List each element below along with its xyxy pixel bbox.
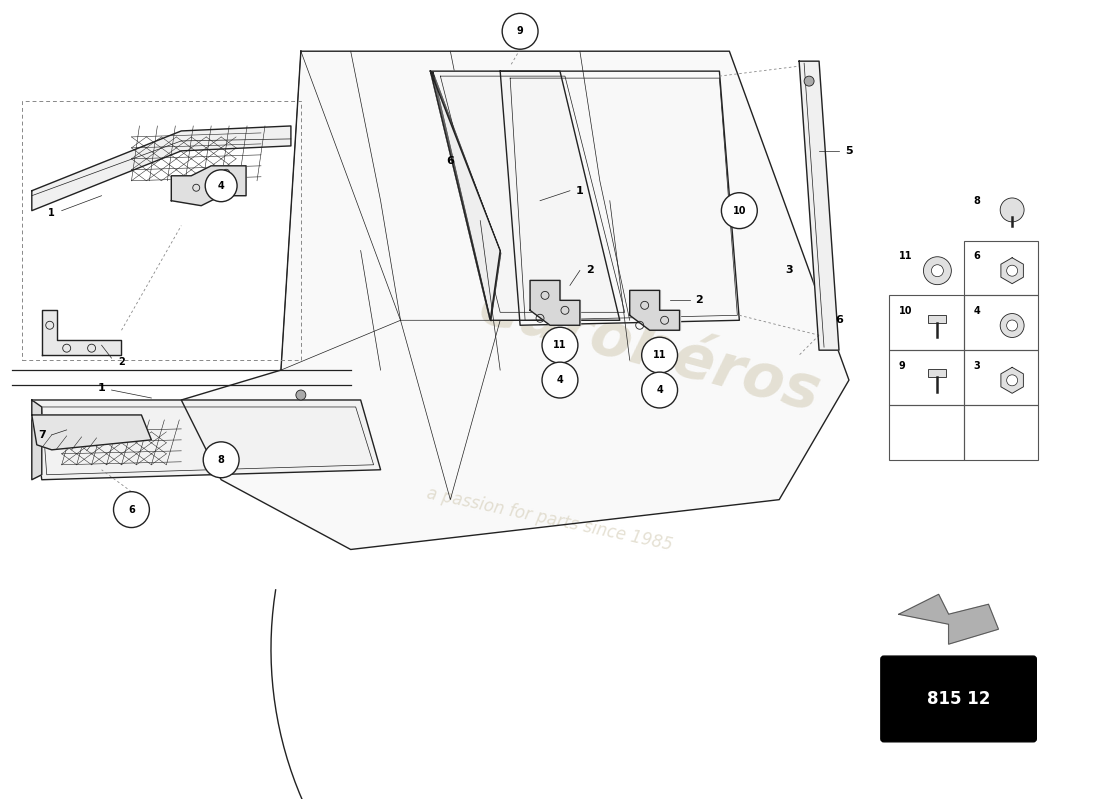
Bar <box>964 295 1038 350</box>
Polygon shape <box>799 61 839 350</box>
Circle shape <box>1006 266 1018 276</box>
Bar <box>928 314 946 322</box>
Text: 10: 10 <box>733 206 746 216</box>
Polygon shape <box>172 166 246 206</box>
Text: 4: 4 <box>557 375 563 385</box>
Polygon shape <box>32 400 42 480</box>
Text: a passion for parts since 1985: a passion for parts since 1985 <box>426 485 674 554</box>
Text: 1: 1 <box>576 186 584 196</box>
Circle shape <box>1006 320 1018 331</box>
Polygon shape <box>899 594 999 644</box>
Text: 11: 11 <box>899 251 912 261</box>
Polygon shape <box>1001 367 1023 394</box>
Circle shape <box>1000 314 1024 338</box>
Text: 9: 9 <box>517 26 524 36</box>
Polygon shape <box>32 126 290 210</box>
Text: 1: 1 <box>98 383 106 393</box>
Polygon shape <box>430 71 619 320</box>
Text: 815 12: 815 12 <box>927 690 990 708</box>
Circle shape <box>1006 375 1018 386</box>
Polygon shape <box>32 400 381 480</box>
Text: 2: 2 <box>118 357 125 367</box>
Text: 3: 3 <box>974 361 980 370</box>
Circle shape <box>804 76 814 86</box>
FancyBboxPatch shape <box>881 656 1036 742</box>
Circle shape <box>206 170 238 202</box>
Text: 4: 4 <box>974 306 980 316</box>
Bar <box>964 241 1038 295</box>
Text: 9: 9 <box>899 361 905 370</box>
Circle shape <box>641 338 678 373</box>
Polygon shape <box>430 71 500 320</box>
Text: 11: 11 <box>653 350 667 360</box>
Circle shape <box>204 442 239 478</box>
Text: 8: 8 <box>974 196 980 206</box>
Bar <box>964 405 1038 460</box>
Circle shape <box>722 193 757 229</box>
Polygon shape <box>182 51 849 550</box>
Bar <box>889 405 964 460</box>
Text: 6: 6 <box>835 315 843 326</box>
Text: 1: 1 <box>48 208 55 218</box>
Text: 6: 6 <box>447 156 454 166</box>
Text: 4: 4 <box>218 181 224 190</box>
Circle shape <box>503 14 538 50</box>
Circle shape <box>932 265 944 277</box>
Bar <box>928 370 946 378</box>
Circle shape <box>923 257 952 285</box>
Circle shape <box>1000 198 1024 222</box>
Polygon shape <box>1001 258 1023 284</box>
Circle shape <box>113 492 150 527</box>
Text: 11: 11 <box>553 340 566 350</box>
Text: 2: 2 <box>586 266 594 275</box>
Text: 4: 4 <box>657 385 663 395</box>
Text: 7: 7 <box>37 430 45 440</box>
Polygon shape <box>500 71 739 326</box>
Text: 6: 6 <box>974 251 980 261</box>
Circle shape <box>641 372 678 408</box>
Polygon shape <box>530 281 580 326</box>
Bar <box>889 295 964 350</box>
Text: 2: 2 <box>695 295 703 306</box>
Text: 8: 8 <box>218 454 224 465</box>
Text: 10: 10 <box>899 306 912 316</box>
Circle shape <box>542 327 578 363</box>
Polygon shape <box>32 415 152 450</box>
Text: 6: 6 <box>128 505 135 514</box>
Circle shape <box>296 390 306 400</box>
Polygon shape <box>42 310 121 355</box>
Text: 5: 5 <box>845 146 853 156</box>
Bar <box>964 350 1038 405</box>
Circle shape <box>542 362 578 398</box>
Polygon shape <box>629 290 680 330</box>
Text: eurobéros: eurobéros <box>473 276 827 424</box>
Text: 3: 3 <box>785 266 793 275</box>
Bar <box>889 350 964 405</box>
